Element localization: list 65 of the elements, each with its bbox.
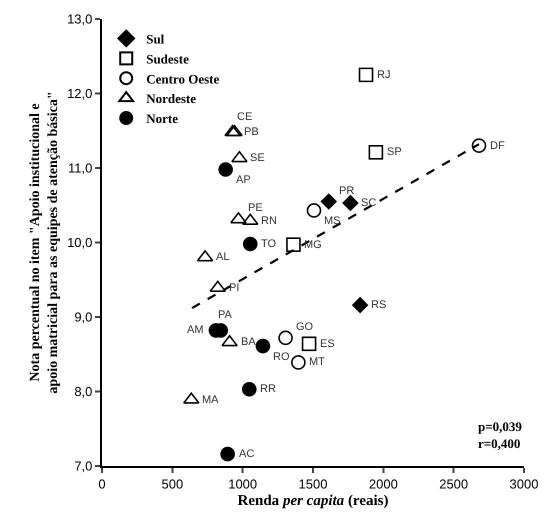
- annotation: ES: [320, 338, 335, 350]
- y-tick-label: 12,0: [67, 86, 92, 102]
- point: [302, 336, 316, 352]
- y-tick-label: 9,0: [74, 310, 92, 325]
- annotation: AM: [187, 324, 204, 336]
- annotation: MG: [304, 239, 322, 251]
- annotation: RN: [261, 215, 277, 227]
- point: [342, 195, 358, 211]
- x-axis-title: Renda per capita (reais): [238, 493, 388, 510]
- annotation: AP: [236, 174, 251, 186]
- x-tick-label: 1500: [298, 476, 328, 492]
- legend-label: Sul: [146, 31, 165, 46]
- x-tick-label: 0: [98, 476, 106, 492]
- annotation: PR: [339, 185, 354, 197]
- x-tick-label: 2500: [439, 476, 468, 492]
- y-tick-label: 7,0: [74, 458, 92, 474]
- point: [472, 138, 486, 153]
- annotation: RO: [273, 351, 290, 363]
- annotation: PE: [248, 202, 263, 214]
- annotation: PB: [244, 126, 259, 138]
- annotation: p=0,039 r=0,400: [478, 419, 522, 451]
- annotation: AC: [239, 448, 254, 460]
- x-tick-label: 2000: [368, 476, 398, 492]
- point: [291, 355, 306, 370]
- annotation: DF: [490, 140, 505, 152]
- x-tick-label: 1000: [228, 476, 258, 492]
- annotation: SC: [361, 197, 376, 209]
- y-tick-label: 10,0: [67, 235, 92, 250]
- legend-label: Sudeste: [146, 51, 190, 66]
- annotation: MT: [309, 356, 326, 368]
- point: [218, 162, 233, 177]
- point: [242, 236, 258, 252]
- annotation: SE: [250, 152, 265, 164]
- annotation: AL: [216, 251, 230, 263]
- point: [242, 382, 257, 397]
- annotation: MA: [202, 394, 220, 406]
- y-axis-title: Nota percentual no item "Apoio institucional e apoio matricial para as equipes de atenção básica": [28, 91, 62, 394]
- point: [320, 194, 337, 210]
- annotation: RS: [371, 299, 386, 311]
- annotation: BA: [241, 336, 256, 348]
- annotation: PI: [229, 282, 240, 294]
- point: [256, 338, 270, 354]
- annotation: MS: [324, 215, 340, 227]
- point: [358, 68, 374, 82]
- point: [352, 297, 368, 314]
- annotation: TO: [261, 238, 277, 250]
- annotation: RR: [260, 383, 276, 395]
- annotation: CE: [237, 111, 252, 123]
- point: [278, 330, 293, 346]
- y-tick-label: 8,0: [74, 384, 92, 400]
- annotation: GO: [296, 321, 314, 333]
- x-tick-label: 3000: [510, 476, 538, 492]
- annotation: RJ: [377, 69, 390, 81]
- point: [368, 145, 384, 160]
- point: [286, 237, 301, 252]
- legend-label: Centro Oeste: [146, 71, 220, 86]
- annotation: PA: [218, 309, 233, 321]
- legend-label: Norte: [146, 111, 178, 126]
- y-tick-label: 11,0: [68, 160, 92, 176]
- x-tick-label: 500: [161, 476, 184, 492]
- point: [220, 446, 235, 462]
- annotation: SP: [387, 146, 402, 158]
- legend-label: Nordeste: [146, 91, 196, 106]
- y-tick-label: 13,0: [67, 12, 92, 27]
- point: [306, 203, 322, 218]
